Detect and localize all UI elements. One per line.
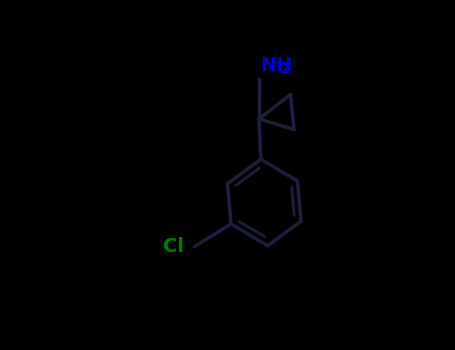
Text: 2: 2: [280, 62, 291, 77]
Text: NH: NH: [261, 56, 293, 75]
Text: Cl: Cl: [163, 237, 184, 256]
